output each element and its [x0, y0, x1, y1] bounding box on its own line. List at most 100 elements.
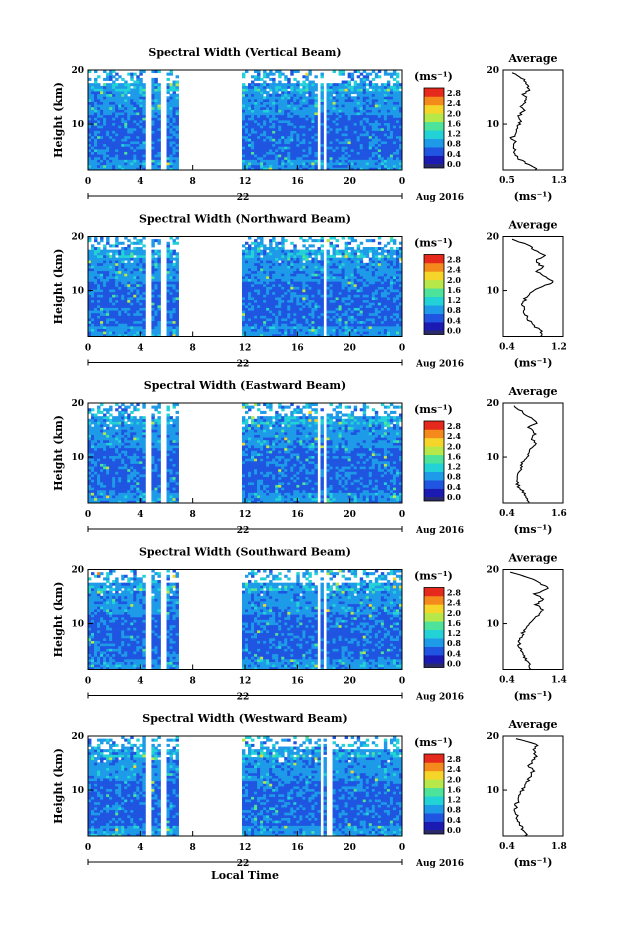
heatmap-cell: [91, 244, 95, 248]
heatmap-cell: [341, 273, 346, 277]
heatmap-cell: [338, 283, 343, 287]
heatmap-cell: [341, 307, 346, 311]
heatmap-cell: [124, 143, 128, 147]
heatmap-cell: [302, 249, 306, 253]
heatmap-cell: [389, 127, 394, 131]
heatmap-cell: [296, 312, 300, 316]
heatmap-cell: [269, 331, 273, 335]
heatmap-cell: [347, 138, 352, 142]
heatmap-cell: [395, 88, 400, 92]
heatmap-cell: [139, 310, 143, 314]
heatmap-cell: [329, 254, 333, 258]
heatmap-cell: [130, 130, 134, 134]
heatmap-cell: [353, 88, 358, 92]
heatmap-cell: [139, 138, 143, 142]
heatmap-cell: [151, 91, 155, 95]
heatmap-cell: [284, 270, 288, 274]
heatmap-cell: [245, 315, 249, 319]
heatmap-cell: [127, 275, 131, 279]
heatmap-cell: [91, 333, 95, 337]
heatmap-cell: [151, 328, 155, 332]
heatmap-cell: [356, 130, 361, 134]
heatmap-cell: [245, 291, 249, 295]
heatmap-cell: [311, 127, 315, 131]
heatmap-cell: [356, 275, 361, 279]
heatmap-cell: [124, 80, 128, 84]
heatmap-cell: [389, 146, 394, 150]
heatmap-cell: [142, 333, 146, 337]
heatmap-cell: [136, 133, 140, 137]
heatmap-cell: [335, 91, 339, 95]
heatmap-cell: [136, 247, 140, 251]
heatmap-cell: [88, 127, 92, 131]
heatmap-cell: [308, 249, 312, 253]
heatmap-cell: [151, 154, 155, 158]
heatmap-cell: [133, 283, 137, 287]
heatmap-cell: [169, 98, 173, 102]
heatmap-cell: [251, 275, 255, 279]
heatmap-cell: [314, 133, 318, 137]
heatmap-cell: [172, 307, 176, 311]
heatmap-cell: [94, 307, 98, 311]
heatmap-cell: [251, 96, 255, 100]
heatmap-cell: [353, 315, 358, 319]
heatmap-cell: [314, 167, 318, 171]
heatmap-cell: [353, 333, 358, 337]
heatmap-cell: [380, 127, 385, 131]
heatmap-cell: [332, 156, 336, 160]
heatmap-cell: [338, 135, 343, 139]
heatmap-cell: [133, 104, 137, 108]
heatmap-cell: [353, 130, 358, 134]
heatmap-cell: [281, 310, 285, 314]
heatmap-cell: [130, 96, 134, 100]
heatmap-cell: [365, 98, 370, 102]
heatmap-cell: [314, 120, 318, 124]
heatmap-cell: [100, 141, 104, 145]
heatmap-cell: [383, 167, 388, 171]
heatmap-cell: [398, 164, 403, 168]
heatmap-cell: [332, 154, 336, 158]
heatmap-cell: [115, 283, 119, 287]
heatmap-cell: [272, 122, 276, 126]
heatmap-cell: [133, 328, 137, 332]
heatmap-cell: [284, 291, 288, 295]
heatmap-cell: [175, 159, 179, 163]
heatmap-cell: [127, 281, 131, 285]
heatmap-cell: [172, 130, 176, 134]
heatmap-cell: [365, 146, 370, 150]
heatmap-cell: [299, 273, 303, 277]
heatmap-cell: [305, 112, 309, 116]
heatmap-cell: [335, 281, 339, 285]
heatmap-cell: [284, 297, 288, 301]
heatmap-cell: [100, 312, 104, 316]
heatmap-cell: [368, 93, 373, 97]
heatmap-cell: [109, 130, 113, 134]
heatmap-cell: [260, 77, 264, 81]
heatmap-cell: [142, 148, 146, 152]
heatmap-cell: [332, 262, 336, 266]
heatmap-cell: [329, 122, 333, 126]
heatmap-cell: [124, 289, 128, 293]
heatmap-cell: [365, 88, 370, 92]
heatmap-cell: [139, 286, 143, 290]
heatmap-cell: [266, 254, 270, 258]
heatmap-cell: [392, 159, 397, 163]
heatmap-cell: [350, 143, 355, 147]
heatmap-cell: [100, 254, 104, 258]
heatmap-cell: [109, 273, 113, 277]
heatmap-cell: [263, 70, 267, 74]
heatmap-cell: [241, 141, 246, 145]
heatmap-cell: [103, 268, 107, 272]
colorbar-swatch: [424, 121, 444, 131]
heatmap-cell: [326, 88, 330, 92]
heatmap-cell: [175, 315, 179, 319]
heatmap-cell: [344, 93, 349, 97]
heatmap-cell: [389, 125, 394, 129]
heatmap-cell: [296, 148, 300, 152]
heatmap-cell: [293, 315, 297, 319]
heatmap-cell: [275, 331, 279, 335]
heatmap-cell: [241, 164, 246, 168]
heatmap-cell: [106, 323, 110, 327]
heatmap-cell: [263, 125, 267, 129]
heatmap-cell: [314, 85, 318, 89]
